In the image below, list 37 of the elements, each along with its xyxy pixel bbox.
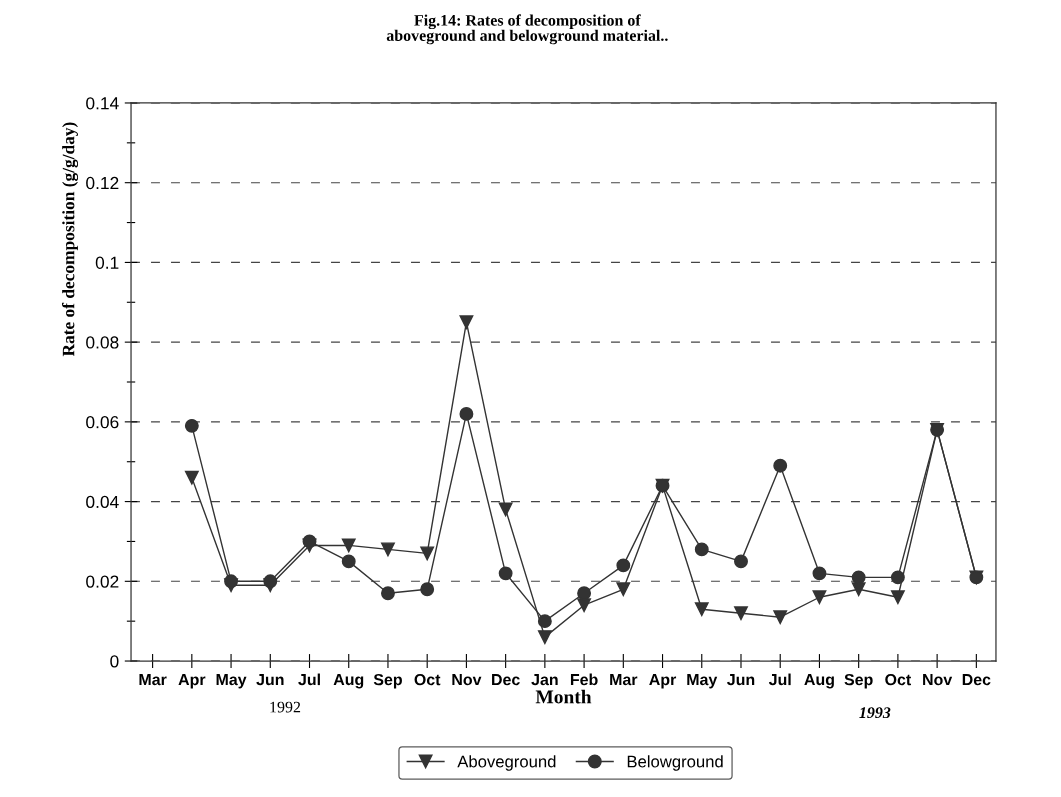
y-tick-label: 0.04 (86, 495, 119, 509)
x-tick-label: Nov (452, 674, 482, 686)
x-tick-label: Sep (373, 673, 402, 689)
text: 1993 (859, 707, 891, 719)
x-tick-label: May (687, 674, 718, 689)
y-axis-title: Rate of decomposition (g/g/day) (62, 122, 79, 357)
x-tick-label: Nov (923, 674, 953, 686)
y-tick-label: 0.02 (86, 575, 119, 588)
legend-label: Aboveground (457, 755, 556, 771)
x-tick-label: Jun (727, 674, 755, 686)
x-tick-label: Mar (610, 674, 638, 686)
x-tick-label: Feb (570, 673, 598, 686)
y-tick-label: 0.1 (95, 256, 119, 269)
x-tick-label: Dec (962, 674, 991, 686)
legend-label: Belowground (627, 755, 723, 771)
chart-title: Fig.14: Rates of decomposition of aboveground and belowground material.. (386, 14, 668, 45)
x-tick-label: Apr (649, 674, 677, 689)
x-tick-label: May (216, 674, 247, 689)
x-tick-label: Apr (178, 674, 206, 689)
x-tick-label: Jul (298, 673, 320, 686)
x-tick-label: Aug (333, 674, 364, 689)
x-tick-label: Mar (139, 674, 167, 686)
y-tick-label: 0.14 (86, 97, 119, 110)
x-tick-label: Oct (414, 673, 441, 686)
x-tick-label: Aug (804, 674, 834, 689)
x-tick-label: Dec (492, 674, 520, 686)
x-tick-label: Jun (256, 674, 284, 686)
x-axis-title: Month (535, 689, 592, 704)
y-tick-label: 0 (110, 655, 119, 668)
x-tick-label: Sep (844, 673, 873, 689)
x-tick-label: Jul (768, 673, 791, 686)
x-tick-label: Oct (885, 673, 912, 686)
x-tick-label: Jan (531, 674, 558, 686)
text: 1992 (270, 701, 301, 713)
y-tick-label: 0.06 (86, 416, 119, 429)
y-tick-label: 0.08 (86, 336, 119, 349)
y-tick-label: 0.12 (86, 176, 119, 190)
